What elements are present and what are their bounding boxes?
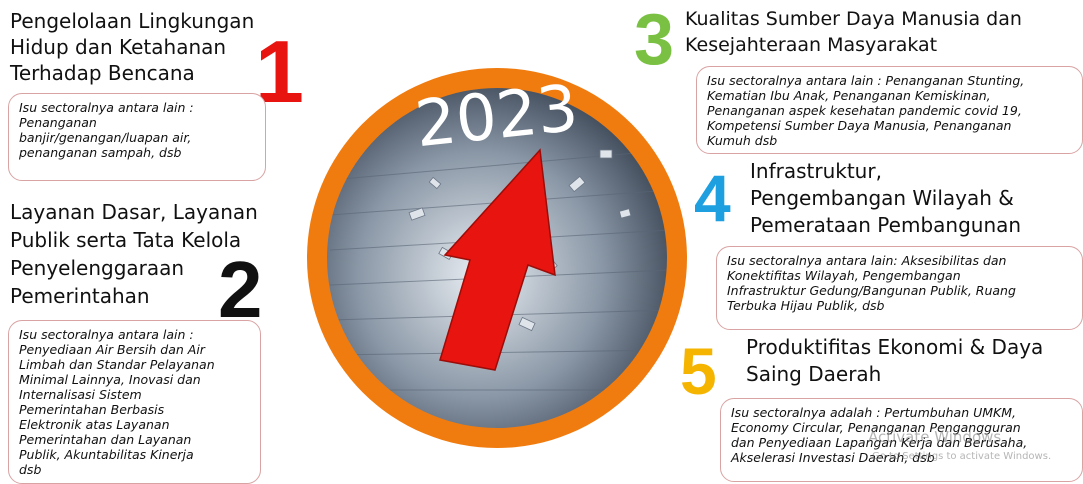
item-number: 2 bbox=[218, 250, 263, 330]
page: {"center_label": "2023", "items": [ {"nu… bbox=[0, 0, 1083, 484]
title-line: Kesejahteraan Masyarakat bbox=[685, 32, 1022, 58]
watermark-title: Activate Windows bbox=[868, 428, 1001, 446]
description-line: Publik, Akuntabilitas Kinerja bbox=[19, 447, 250, 462]
watermark-subtitle: Go to Settings to activate Windows. bbox=[872, 451, 1051, 462]
title-line: Terhadap Bencana bbox=[10, 60, 254, 86]
title-line: Pemerataan Pembangunan bbox=[750, 212, 1021, 239]
description-box: Isu sectoralnya antara lain :Penyediaan … bbox=[8, 320, 261, 484]
description-line: Penanganan aspek kesehatan pandemic covi… bbox=[707, 103, 1072, 118]
description-line: Pemerintahan Berbasis bbox=[19, 402, 250, 417]
description-line: banjir/genangan/luapan air, bbox=[19, 130, 255, 145]
description-line: Pemerintahan dan Layanan bbox=[19, 432, 250, 447]
item-number: 3 bbox=[634, 4, 674, 76]
description-line: Penyediaan Air Bersih dan Air bbox=[19, 342, 250, 357]
description-line: Minimal Lainnya, Inovasi dan bbox=[19, 372, 250, 387]
title-line: Produktifitas Ekonomi & Daya bbox=[746, 334, 1043, 361]
description-line: Isu sectoralnya antara lain: Aksesibilit… bbox=[727, 253, 1072, 268]
description-line: Kematian Ibu Anak, Penanganan Kemiskinan… bbox=[707, 88, 1072, 103]
description-box: Isu sectoralnya antara lain : Penanganan… bbox=[696, 66, 1083, 154]
item-title: Infrastruktur,Pengembangan Wilayah &Peme… bbox=[750, 158, 1021, 239]
description-line: penanganan sampah, dsb bbox=[19, 145, 255, 160]
description-line: Isu sectoralnya adalah : Pertumbuhan UMK… bbox=[731, 405, 1072, 420]
description-line: Konektifitas Wilayah, Pengembangan bbox=[727, 268, 1072, 283]
description-line: Kompetensi Sumber Daya Manusia, Penangan… bbox=[707, 118, 1072, 133]
description-line: dsb bbox=[19, 462, 250, 477]
description-line: Elektronik atas Layanan bbox=[19, 417, 250, 432]
description-line: Penanganan bbox=[19, 115, 255, 130]
title-line: Pengelolaan Lingkungan bbox=[10, 8, 254, 34]
description-line: Isu sectoralnya antara lain : bbox=[19, 327, 250, 342]
title-line: Layanan Dasar, Layanan bbox=[10, 198, 258, 226]
description-line: Isu sectoralnya antara lain : bbox=[19, 100, 255, 115]
title-line: Kualitas Sumber Daya Manusia dan bbox=[685, 6, 1022, 32]
title-line: Pengembangan Wilayah & bbox=[750, 185, 1021, 212]
title-line: Saing Daerah bbox=[746, 361, 1043, 388]
description-line: Limbah dan Standar Pelayanan bbox=[19, 357, 250, 372]
title-line: Infrastruktur, bbox=[750, 158, 1021, 185]
description-line: Kumuh dsb bbox=[707, 133, 1072, 148]
item-number: 5 bbox=[680, 338, 717, 404]
description-line: Terbuka Hijau Publik, dsb bbox=[727, 298, 1072, 313]
description-line: Internalisasi Sistem bbox=[19, 387, 250, 402]
description-line: Isu sectoralnya antara lain : Penanganan… bbox=[707, 73, 1072, 88]
title-line: Hidup dan Ketahanan bbox=[10, 34, 254, 60]
description-line: Infrastruktur Gedung/Bangunan Publik, Ru… bbox=[727, 283, 1072, 298]
description-box: Isu sectoralnya antara lain: Aksesibilit… bbox=[716, 246, 1083, 330]
item-number: 4 bbox=[694, 165, 731, 231]
